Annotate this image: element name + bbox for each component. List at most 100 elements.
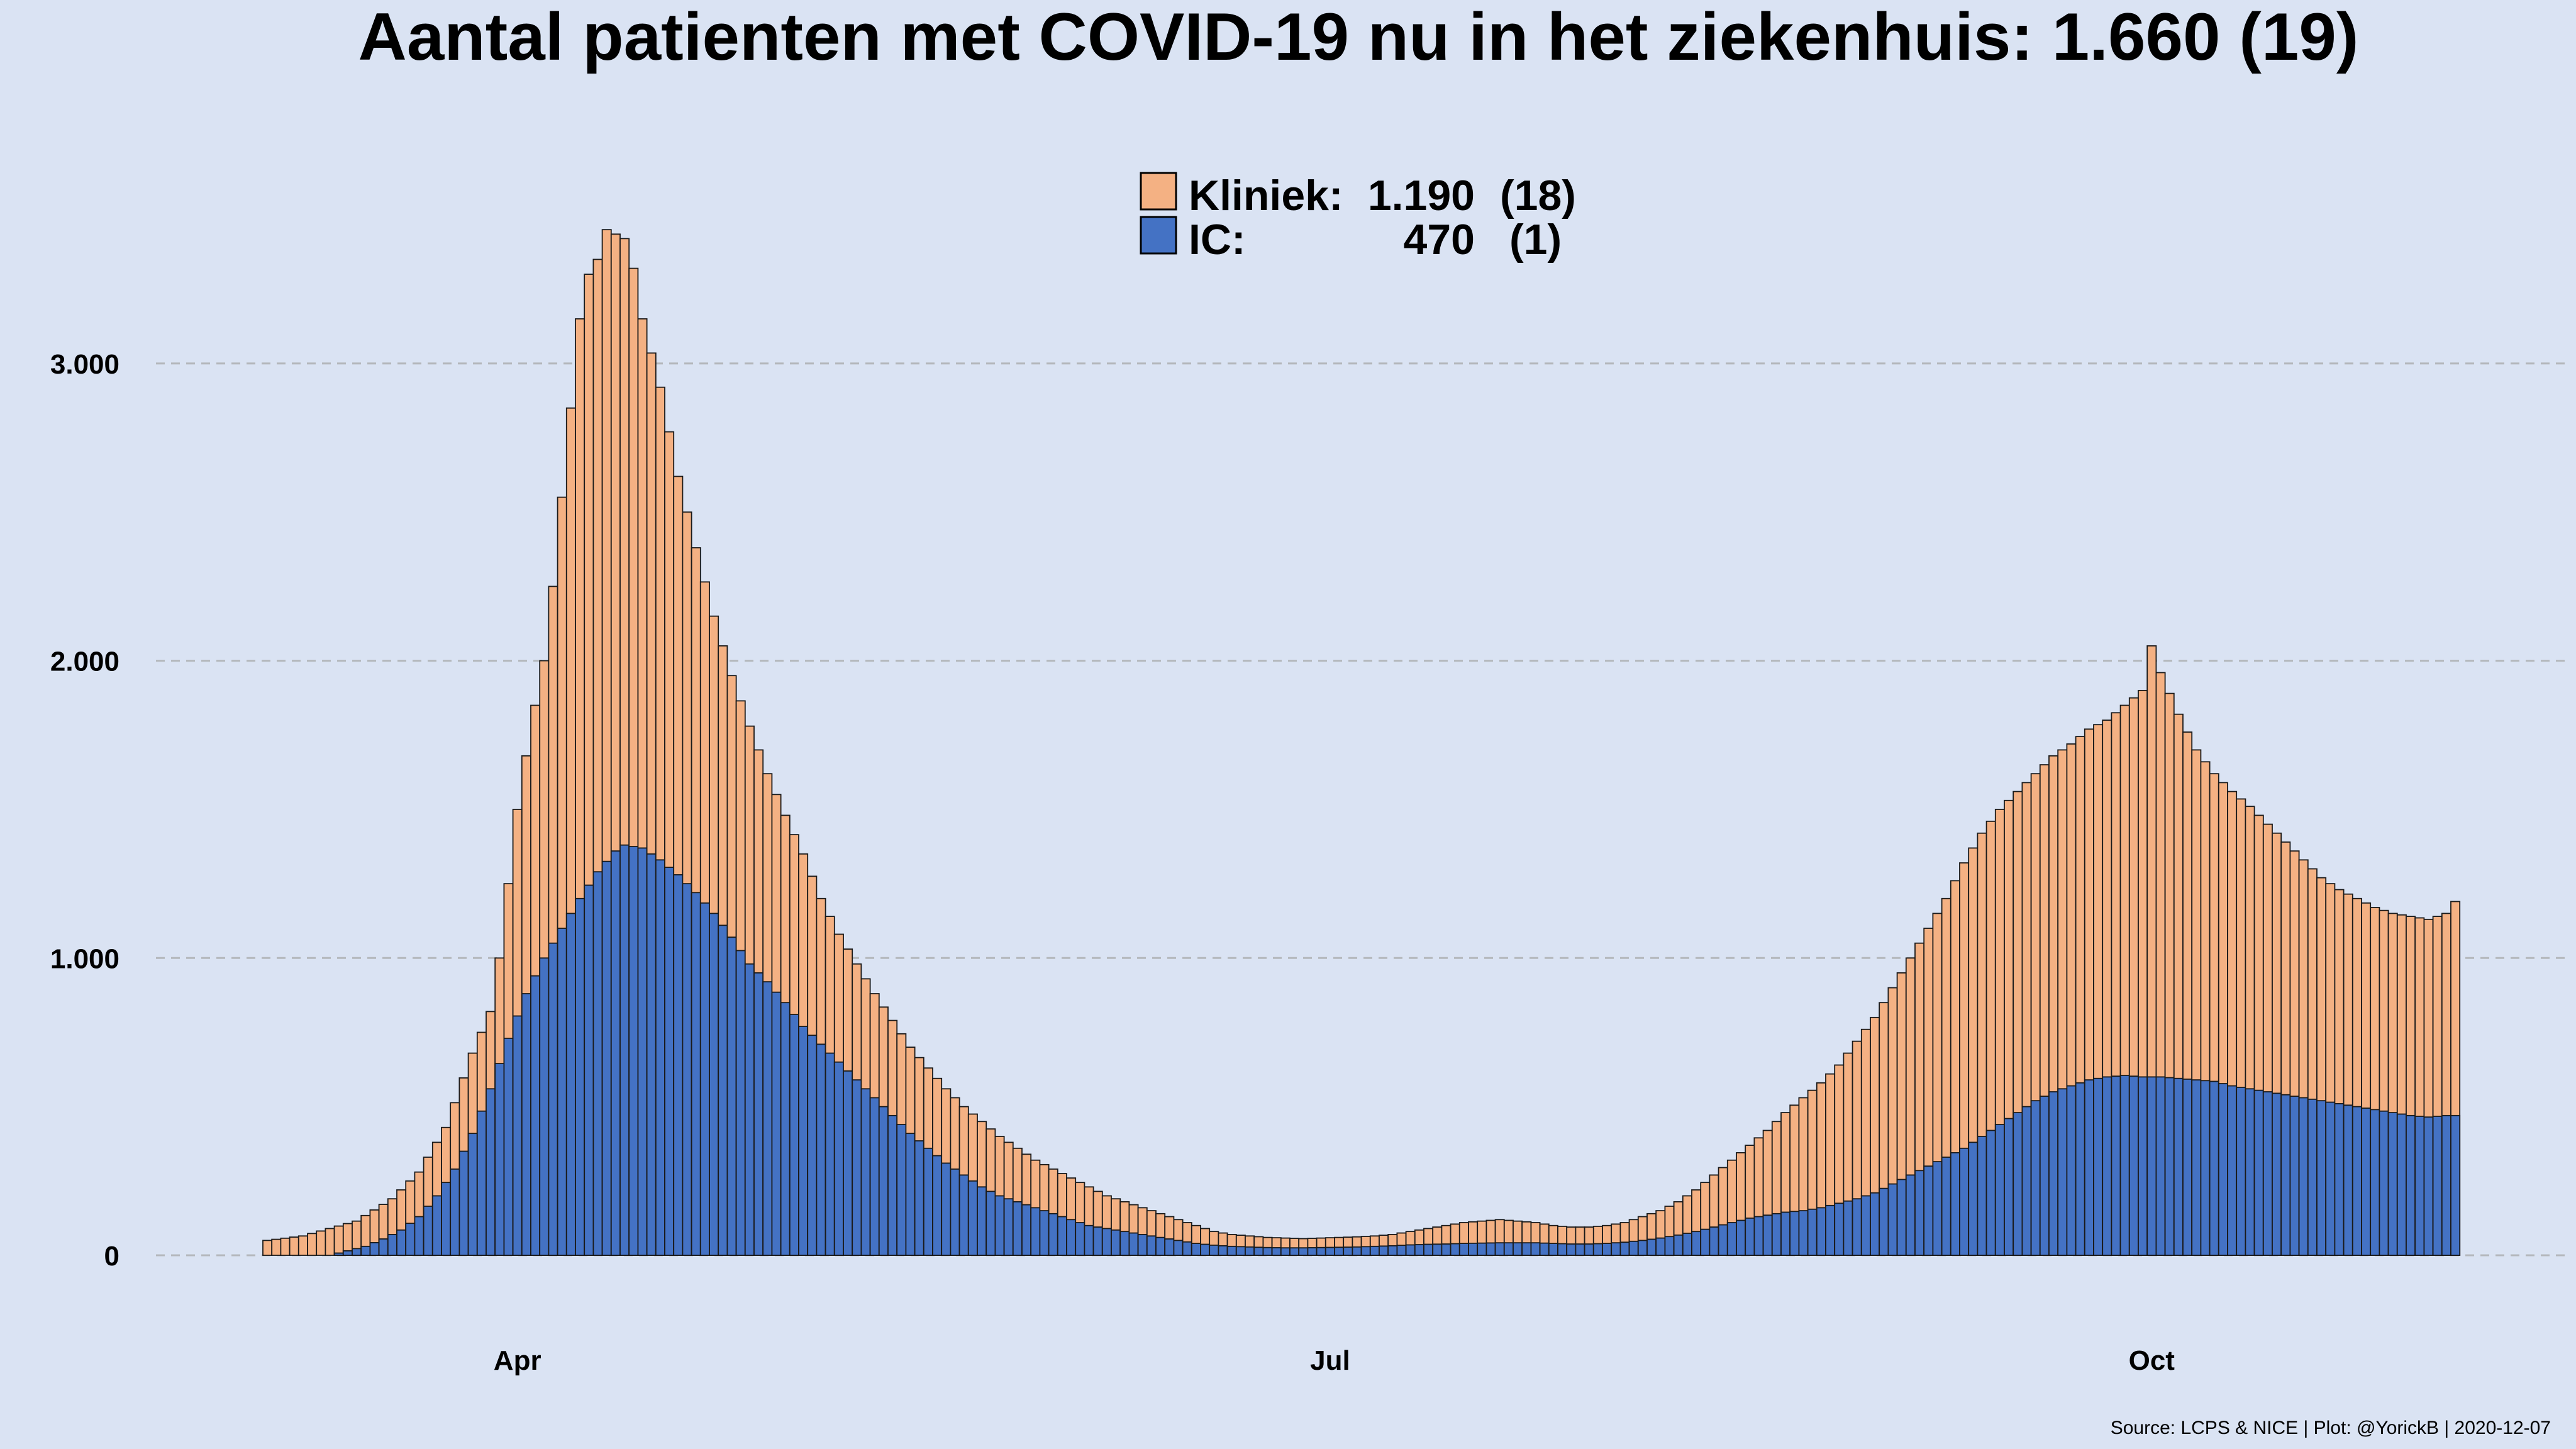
legend-value-ic: 470 xyxy=(1404,216,1475,264)
bar-ic xyxy=(1209,1245,1219,1256)
bar-ic xyxy=(2075,1082,2085,1256)
bar-ic xyxy=(2004,1118,2014,1256)
bar-ic xyxy=(1334,1246,1345,1256)
bar-ic xyxy=(1075,1222,1085,1256)
bar-ic xyxy=(1432,1243,1443,1256)
bar-series xyxy=(262,229,2461,1256)
bar-ic xyxy=(360,1245,371,1256)
bar-ic xyxy=(2191,1079,2202,1256)
y-tick-label: 2.000 xyxy=(50,647,119,677)
bar-ic xyxy=(664,867,675,1256)
bar-ic xyxy=(1119,1231,1130,1256)
bar-ic xyxy=(2387,1112,2398,1256)
bar-ic xyxy=(1753,1216,1764,1256)
bar-ic xyxy=(1736,1219,1746,1256)
bar-ic xyxy=(1718,1224,1728,1256)
bar-ic xyxy=(1191,1243,1201,1256)
bar-ic xyxy=(914,1140,924,1256)
bar-ic xyxy=(1441,1243,1452,1256)
bar-ic xyxy=(1521,1242,1532,1256)
bar-ic xyxy=(1941,1157,1951,1256)
bar-ic xyxy=(1182,1241,1192,1256)
bar-ic xyxy=(1985,1130,1996,1256)
bar-ic xyxy=(548,942,558,1256)
bar-ic xyxy=(655,859,665,1256)
bar-ic xyxy=(601,860,612,1256)
bar-ic xyxy=(860,1088,871,1256)
bar-ic xyxy=(1860,1195,1871,1256)
bar-kliniek xyxy=(271,1238,282,1256)
bar-kliniek xyxy=(333,1225,344,1256)
bar-ic xyxy=(1602,1243,1613,1256)
bar-ic xyxy=(1709,1226,1719,1256)
bar-ic xyxy=(565,913,576,1256)
bar-ic xyxy=(1745,1218,1755,1256)
bar-ic xyxy=(1155,1236,1166,1256)
bar-ic xyxy=(1324,1246,1335,1256)
bar-ic xyxy=(628,846,639,1256)
bar-ic xyxy=(1530,1242,1541,1256)
legend-swatch-ic xyxy=(1140,216,1177,255)
bar-ic xyxy=(619,844,630,1256)
bar-ic xyxy=(1780,1211,1791,1256)
bar-ic xyxy=(1566,1243,1577,1256)
bar-ic xyxy=(2218,1083,2228,1256)
bar-ic xyxy=(414,1216,425,1256)
bar-ic xyxy=(718,924,728,1256)
bar-ic xyxy=(2039,1096,2050,1256)
legend: Kliniek: 1.190 (18) IC: 470 (1) xyxy=(1140,172,1576,264)
bar-kliniek xyxy=(289,1236,299,1256)
y-tick-label: 3.000 xyxy=(50,349,119,380)
bar-ic xyxy=(1852,1198,1862,1256)
bar-ic xyxy=(1280,1247,1291,1256)
y-tick-label: 0 xyxy=(104,1241,119,1272)
bar-ic xyxy=(673,874,684,1256)
bar-ic xyxy=(2173,1077,2184,1256)
bar-ic xyxy=(1485,1242,1496,1256)
bar-ic xyxy=(2334,1103,2345,1256)
bar-ic xyxy=(950,1169,960,1256)
bar-ic xyxy=(1021,1204,1032,1256)
legend-swatch-kliniek xyxy=(1140,172,1177,211)
bar-ic xyxy=(2209,1080,2219,1256)
bar-ic xyxy=(2325,1101,2336,1256)
bar-ic xyxy=(1084,1224,1094,1256)
bar-ic xyxy=(2343,1104,2353,1256)
bar-ic xyxy=(2370,1109,2380,1256)
bar-ic xyxy=(2432,1116,2443,1256)
bar-ic xyxy=(977,1186,987,1256)
bar-ic xyxy=(2084,1079,2094,1256)
bar-ic xyxy=(1101,1228,1112,1256)
bar-ic xyxy=(1575,1243,1585,1256)
bar-ic xyxy=(458,1150,469,1256)
bar-ic xyxy=(2253,1089,2264,1256)
bar-ic xyxy=(958,1174,969,1256)
bar-ic xyxy=(985,1191,996,1256)
x-axis-ticks: Apr Jul Oct xyxy=(494,1345,2175,1376)
bar-ic xyxy=(1048,1213,1058,1256)
bar-ic xyxy=(1968,1141,1979,1256)
bar-ic xyxy=(1146,1235,1157,1256)
bar-ic xyxy=(1218,1245,1228,1256)
bar-ic xyxy=(1539,1242,1550,1256)
bar-ic xyxy=(352,1248,362,1256)
bar-ic xyxy=(1039,1210,1050,1256)
bar-ic xyxy=(1664,1236,1675,1256)
bar-ic xyxy=(1200,1243,1211,1256)
bar-ic xyxy=(1307,1247,1318,1256)
bar-ic xyxy=(896,1124,907,1256)
bar-ic xyxy=(726,936,737,1256)
bar-ic xyxy=(1396,1245,1407,1256)
bar-ic xyxy=(2119,1075,2130,1256)
bar-ic xyxy=(1619,1241,1630,1256)
bar-ic xyxy=(1128,1232,1139,1256)
bar-ic xyxy=(610,850,621,1256)
bar-ic xyxy=(1557,1243,1568,1256)
bar-ic xyxy=(2057,1088,2068,1256)
bar-ic xyxy=(405,1223,416,1256)
bar-ic xyxy=(575,897,586,1256)
bar-ic xyxy=(431,1195,442,1256)
bar-ic xyxy=(887,1114,898,1256)
bar-ic xyxy=(1271,1247,1282,1256)
bar-ic xyxy=(1226,1245,1237,1256)
